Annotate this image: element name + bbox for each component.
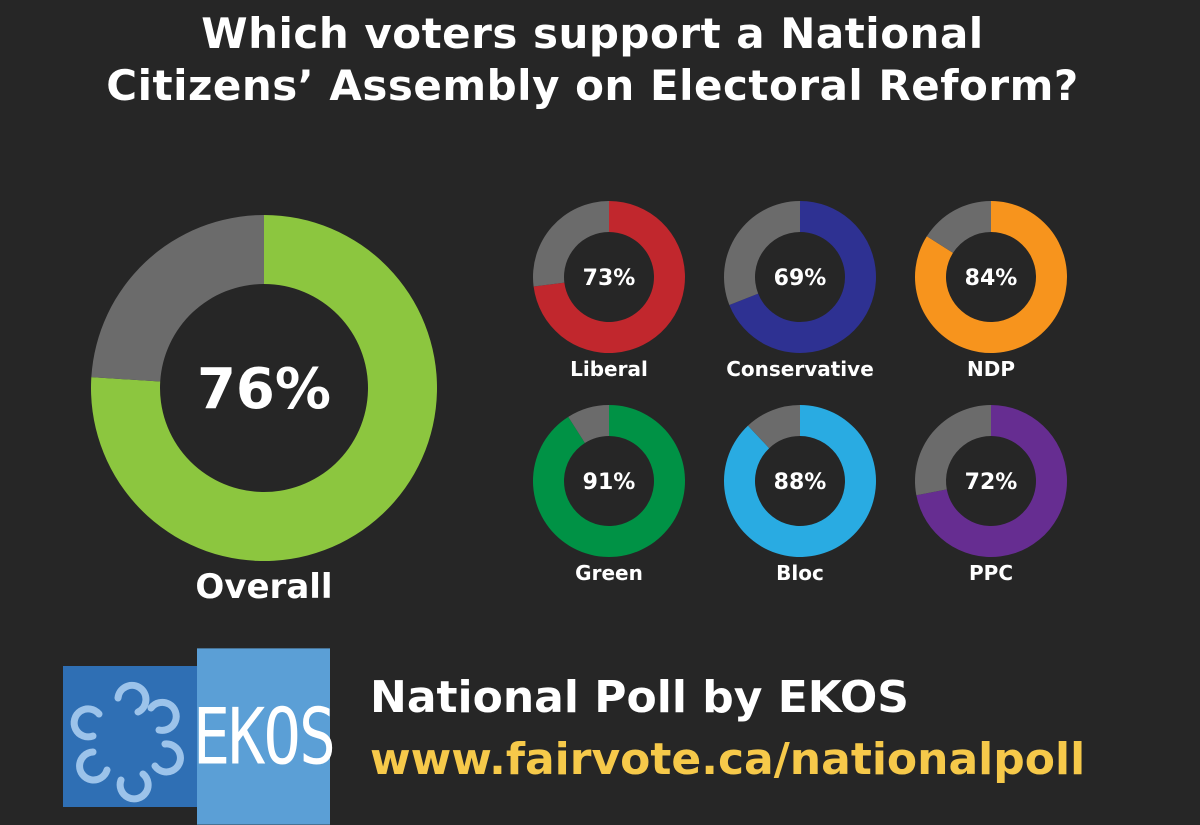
slice-green-remainder	[568, 405, 609, 444]
footer-title: National Poll by EKOS	[370, 672, 909, 723]
data-label-bloc: 88%	[774, 470, 827, 495]
donut-overall: 76% Overall	[91, 215, 437, 607]
slice-ppc-support	[916, 405, 1068, 557]
ekos-logo-wordmark: EKOS	[193, 648, 336, 825]
slice-conservative-support	[729, 201, 877, 353]
slice-green-support	[532, 405, 685, 558]
footer-url: www.fairvote.ca/nationalpoll	[370, 734, 1086, 785]
chart-title-line-2: Citizens’ Assembly on Electoral Reform?	[106, 61, 1079, 110]
data-label-green: 91%	[583, 470, 636, 495]
slice-conservative-remainder	[724, 201, 800, 305]
donut-ppc: 72% PPC	[915, 405, 1068, 585]
slice-ndp-support	[914, 201, 1067, 354]
data-label-liberal: 73%	[583, 266, 636, 291]
donut-green: 91% Green	[532, 405, 685, 585]
category-label-liberal: Liberal	[570, 357, 648, 381]
slice-ppc-remainder	[915, 405, 991, 496]
ekos-logo: EKOS	[63, 648, 336, 825]
donut-charts: 76% Overall 73% Liberal 69% Conservative 84% ND…	[91, 201, 1068, 607]
slice-overall-remainder	[91, 215, 265, 382]
chart-title-line-1: Which voters support a National	[201, 9, 984, 58]
data-label-conservative: 69%	[774, 266, 827, 291]
data-label-overall: 76%	[197, 357, 331, 422]
chart-title: Which voters support a National Citizens…	[0, 8, 1185, 112]
category-label-overall: Overall	[195, 567, 332, 607]
category-label-conservative: Conservative	[726, 357, 874, 381]
category-label-ppc: PPC	[969, 561, 1013, 585]
category-label-green: Green	[575, 561, 643, 585]
category-label-bloc: Bloc	[776, 561, 824, 585]
slice-ndp-remainder	[926, 201, 991, 253]
data-label-ndp: 84%	[965, 266, 1018, 291]
donut-bloc: 88% Bloc	[723, 405, 876, 585]
slice-overall-support	[91, 215, 437, 561]
data-label-ppc: 72%	[965, 470, 1018, 495]
donut-ndp: 84% NDP	[914, 201, 1067, 381]
slice-bloc-remainder	[747, 405, 800, 449]
ekos-logo-mark-icon	[63, 666, 197, 807]
slice-liberal-support	[533, 201, 685, 353]
slice-liberal-remainder	[533, 201, 609, 287]
category-label-ndp: NDP	[967, 357, 1015, 381]
slice-bloc-support	[723, 405, 876, 558]
donut-liberal: 73% Liberal	[533, 201, 685, 381]
donut-conservative: 69% Conservative	[724, 201, 877, 381]
